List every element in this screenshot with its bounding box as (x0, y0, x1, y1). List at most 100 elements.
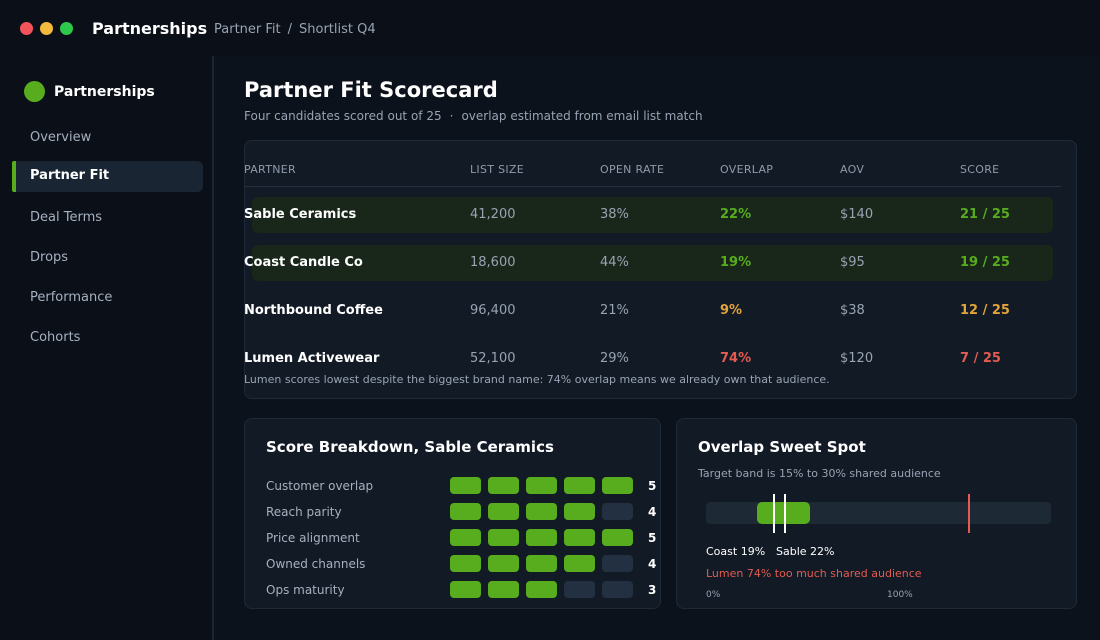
sidebar: Partnerships Overview Partner Fit Deal T… (0, 56, 214, 640)
score-cell: 21 / 25 (960, 207, 1010, 222)
maximize-window-button[interactable] (60, 22, 73, 35)
score-cell: 19 / 25 (960, 255, 1010, 270)
score-segment-filled (602, 529, 633, 546)
open-rate-cell: 44% (600, 255, 629, 270)
partner-name[interactable]: Lumen Activewear (244, 351, 380, 366)
subtitle-separator: · (449, 109, 454, 123)
table-footnote: Lumen scores lowest despite the biggest … (244, 373, 830, 386)
score-segment-empty (602, 581, 633, 598)
overlap-cell: 9% (720, 303, 743, 318)
sidebar-item-overview[interactable]: Overview (12, 123, 203, 154)
score-segment-filled (488, 555, 519, 572)
criterion-label: Reach parity (266, 505, 342, 519)
table-header-divider (244, 186, 1061, 187)
app-title: Partnerships (92, 19, 208, 38)
partner-name[interactable]: Coast Candle Co (244, 255, 363, 270)
marker-label-lumen: Lumen 74% too much shared audience (706, 567, 922, 580)
overlap-marker-sable (784, 494, 786, 533)
sidebar-item-deal-terms[interactable]: Deal Terms (12, 203, 203, 234)
score-segment-filled (526, 529, 557, 546)
column-header-aov[interactable]: AOV (840, 163, 865, 176)
criterion-label: Customer overlap (266, 479, 374, 493)
score-segment-empty (564, 581, 595, 598)
target-band (757, 502, 810, 524)
score-segment-empty (602, 555, 633, 572)
overlap-marker-lumen (968, 494, 970, 533)
list-size-cell: 18,600 (470, 255, 516, 270)
overlap-title: Overlap Sweet Spot (698, 438, 866, 456)
overlap-subtitle: Target band is 15% to 30% shared audienc… (698, 467, 941, 480)
column-header-score[interactable]: SCORE (960, 163, 1000, 176)
list-size-cell: 96,400 (470, 303, 516, 318)
score-segment-filled (564, 503, 595, 520)
column-header-overlap[interactable]: OVERLAP (720, 163, 774, 176)
score-segment-filled (450, 555, 481, 572)
criterion-score: 4 (648, 505, 657, 519)
sidebar-item-performance[interactable]: Performance (12, 283, 203, 314)
open-rate-cell: 38% (600, 207, 629, 222)
breadcrumb-separator: / (287, 22, 293, 37)
brand-logo-icon (24, 81, 45, 102)
partner-name[interactable]: Northbound Coffee (244, 303, 383, 318)
breadcrumb-item-partner-fit[interactable]: Partner Fit (214, 22, 281, 37)
sidebar-item-partner-fit[interactable]: Partner Fit (12, 161, 203, 192)
criterion-label: Ops maturity (266, 583, 345, 597)
sidebar-item-label: Performance (30, 290, 113, 305)
axis-label-max: 100% (887, 590, 913, 600)
score-segment-filled (526, 503, 557, 520)
close-window-button[interactable] (20, 22, 33, 35)
table-row-highlight[interactable] (252, 245, 1053, 281)
sidebar-item-label: Partner Fit (30, 168, 110, 183)
marker-label-coast: Coast 19% (706, 545, 766, 558)
score-cell: 12 / 25 (960, 303, 1010, 318)
column-header-open-rate[interactable]: OPEN RATE (600, 163, 665, 176)
score-segment-filled (564, 529, 595, 546)
sidebar-item-label: Drops (30, 250, 69, 265)
subtitle-text: overlap estimated from email list match (461, 109, 703, 123)
breadcrumb: Partner Fit / Shortlist Q4 (214, 22, 376, 37)
criterion-score: 4 (648, 557, 657, 571)
partner-name[interactable]: Sable Ceramics (244, 207, 357, 222)
list-size-cell: 52,100 (470, 351, 516, 366)
score-segment-filled (450, 503, 481, 520)
sidebar-brand: Partnerships (54, 84, 155, 100)
score-segment-filled (450, 529, 481, 546)
score-segment-filled (488, 503, 519, 520)
score-cell: 7 / 25 (960, 351, 1001, 366)
subtitle-text: Four candidates scored out of 25 (244, 109, 442, 123)
overlap-cell: 74% (720, 351, 752, 366)
score-segment-filled (564, 555, 595, 572)
page-subtitle: Four candidates scored out of 25 · overlap… (244, 109, 703, 123)
score-segment-filled (450, 581, 481, 598)
column-header-list-size[interactable]: LIST SIZE (470, 163, 524, 176)
sidebar-item-drops[interactable]: Drops (12, 243, 203, 274)
score-segment-empty (602, 503, 633, 520)
score-segment-filled (488, 581, 519, 598)
marker-label-sable: Sable 22% (776, 545, 835, 558)
criterion-score: 5 (648, 479, 657, 493)
criterion-label: Owned channels (266, 557, 366, 571)
criterion-score: 3 (648, 583, 657, 597)
open-rate-cell: 29% (600, 351, 629, 366)
sidebar-item-cohorts[interactable]: Cohorts (12, 323, 203, 354)
breadcrumb-item-shortlist[interactable]: Shortlist Q4 (299, 22, 376, 37)
criterion-label: Price alignment (266, 531, 360, 545)
column-header-partner[interactable]: PARTNER (244, 163, 296, 176)
aov-cell: $38 (840, 303, 865, 318)
aov-cell: $95 (840, 255, 865, 270)
axis-label-min: 0% (706, 590, 721, 600)
score-segment-filled (488, 529, 519, 546)
score-segment-filled (564, 477, 595, 494)
minimize-window-button[interactable] (40, 22, 53, 35)
score-segment-filled (526, 477, 557, 494)
aov-cell: $120 (840, 351, 874, 366)
list-size-cell: 41,200 (470, 207, 516, 222)
score-segment-filled (526, 581, 557, 598)
score-segment-filled (450, 477, 481, 494)
score-segment-filled (602, 477, 633, 494)
aov-cell: $140 (840, 207, 874, 222)
score-segment-filled (526, 555, 557, 572)
table-row-highlight[interactable] (252, 197, 1053, 233)
sidebar-item-label: Overview (30, 130, 92, 145)
overlap-marker-coast (773, 494, 775, 533)
